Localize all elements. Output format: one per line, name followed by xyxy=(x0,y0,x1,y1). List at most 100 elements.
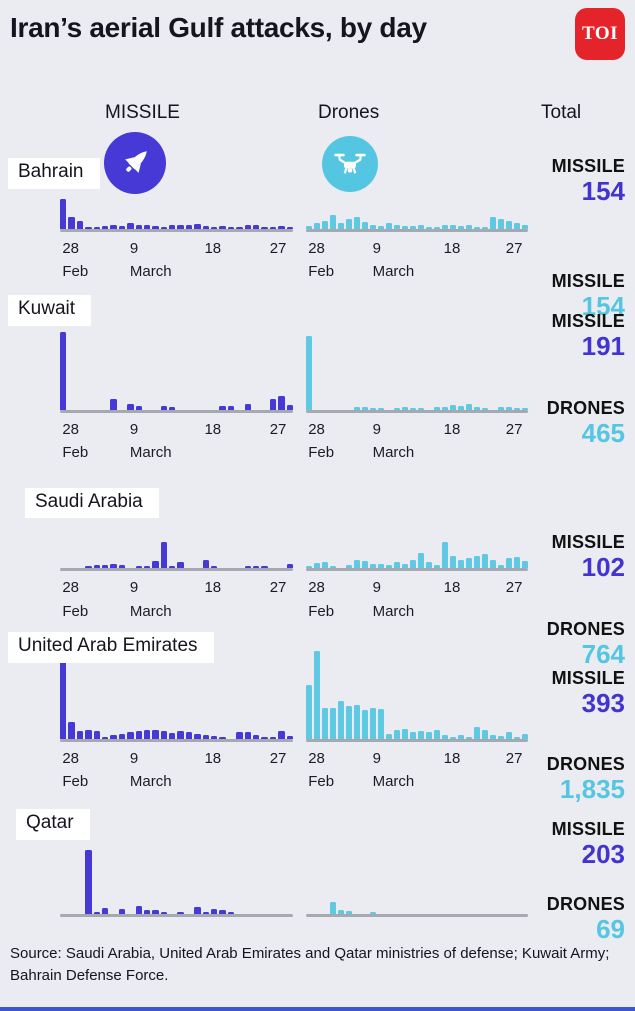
missile-bar xyxy=(118,908,126,914)
drones-bar xyxy=(442,224,448,229)
bottom-accent-bar xyxy=(0,1007,635,1011)
drones-bar xyxy=(346,910,352,914)
missile-bar xyxy=(269,226,277,229)
total-missile-value: 154 xyxy=(581,176,625,206)
x-axis-ticks: 28 Feb 9 March 18 27 xyxy=(306,747,528,793)
missile-bar xyxy=(252,224,260,229)
drones-bar xyxy=(514,407,520,410)
total-missile-value: 203 xyxy=(581,839,625,870)
x-axis-ticks: 28 Feb 9 March 18 27 xyxy=(60,576,293,622)
missile-bar xyxy=(269,399,277,410)
missile-bar xyxy=(101,225,109,229)
x-tick-label: 27 xyxy=(269,579,287,597)
drones-bar xyxy=(434,407,440,410)
missile-bar xyxy=(236,226,243,229)
axis-baseline xyxy=(306,739,528,743)
drones-bar xyxy=(498,735,504,740)
drones-bar xyxy=(322,561,328,569)
drones-bar xyxy=(514,222,520,229)
drones-bar xyxy=(402,728,408,740)
missile-bar xyxy=(127,223,134,229)
drones-bar xyxy=(370,708,376,740)
x-tick-label: 27 xyxy=(269,420,287,438)
missile-bar xyxy=(227,911,235,914)
missile-bar xyxy=(160,406,168,410)
section-saudi-arabia: Saudi Arabia 28 Feb 9 March 18 27 28 Feb 9 March… xyxy=(0,487,635,668)
total-drones-value: 1,835 xyxy=(559,773,625,804)
missile-bar xyxy=(261,566,268,569)
missile-bar xyxy=(160,911,168,914)
drones-bar xyxy=(426,561,432,569)
drones-bar xyxy=(330,565,336,569)
drones-bar xyxy=(338,909,344,914)
drones-bar xyxy=(506,220,512,229)
missile-bar xyxy=(143,729,151,740)
drones-bar xyxy=(354,216,360,229)
x-tick-label: 28 Feb xyxy=(62,420,89,461)
missile-bar xyxy=(286,404,293,410)
drone-icon-glyph xyxy=(334,153,366,174)
total-missile-label: MISSILE xyxy=(551,531,625,552)
drones-bar xyxy=(490,734,496,740)
total-block: MISSILE 154 xyxy=(495,271,625,320)
drones-bar xyxy=(426,732,432,740)
drones-bar xyxy=(474,226,480,229)
drones-bar xyxy=(378,709,384,740)
drones-bar xyxy=(402,563,408,569)
uae-charts: 28 Feb 9 March 18 27 28 Feb 9 March 18 27 xyxy=(0,651,635,793)
kuwait-charts: 28 Feb 9 March 18 27 28 Feb 9 March 18 27 xyxy=(0,331,635,464)
total-drones-value: 69 xyxy=(596,914,625,945)
total-missile-value: 102 xyxy=(581,551,625,582)
section-qatar: Qatar MISSILE 203 DRONES 69 xyxy=(0,809,635,943)
total-missile-label: MISSILE xyxy=(551,310,625,331)
source-note: Source: Saudi Arabia, United Arab Emirat… xyxy=(10,944,610,984)
bar-plot xyxy=(306,335,528,410)
drones-bar xyxy=(314,562,320,569)
drones-bar xyxy=(410,732,416,740)
drones-bar xyxy=(522,733,528,740)
missile-bar xyxy=(177,731,184,740)
drones-bar xyxy=(490,560,496,569)
column-headers: MISSILE Drones Total xyxy=(0,102,635,128)
missile-bar xyxy=(135,730,142,740)
total-block: MISSILE 102 xyxy=(495,532,625,581)
drones-bar xyxy=(458,734,464,740)
drones-bar xyxy=(410,407,416,410)
x-tick-label: 18 xyxy=(204,750,222,768)
x-tick-label: 9 March xyxy=(129,420,172,461)
total-drones-value: 465 xyxy=(581,418,625,449)
x-tick-label: 9 March xyxy=(372,579,415,620)
axis-baseline xyxy=(60,568,293,572)
drones-bar xyxy=(458,560,464,569)
bahrain-drones-chart: 28 Feb 9 March 18 27 xyxy=(306,214,528,283)
x-tick-label: 18 xyxy=(443,579,461,597)
total-missile-value: 393 xyxy=(581,688,625,719)
drones-bar xyxy=(362,560,368,569)
axis-baseline xyxy=(306,409,528,413)
missile-bar xyxy=(244,732,251,740)
x-tick-label: 28 Feb xyxy=(62,579,89,620)
axis-baseline xyxy=(60,739,293,743)
drones-bar xyxy=(466,737,472,740)
drones-bar xyxy=(394,407,400,410)
drones-bar xyxy=(314,651,320,740)
drones-bar xyxy=(482,730,488,740)
missile-bar xyxy=(93,226,100,229)
drones-bar xyxy=(322,220,328,229)
total-missile-label: MISSILE xyxy=(551,156,625,176)
missile-bar xyxy=(244,225,251,229)
missile-bar xyxy=(185,225,193,229)
missile-bar xyxy=(194,224,201,229)
missile-bar xyxy=(160,731,168,740)
missile-bar xyxy=(152,226,159,229)
missile-bar xyxy=(152,560,159,569)
saudi-drones-chart: 28 Feb 9 March 18 27 xyxy=(306,542,528,622)
total-block: DRONES 465 xyxy=(495,398,625,447)
drones-bar xyxy=(362,407,368,410)
total-drones-label: DRONES xyxy=(546,753,625,774)
uae-drones-chart: 28 Feb 9 March 18 27 xyxy=(306,651,528,793)
qatar-drones-chart xyxy=(306,901,528,917)
country-label-kuwait: Kuwait xyxy=(8,294,92,326)
drones-bar xyxy=(522,224,528,229)
